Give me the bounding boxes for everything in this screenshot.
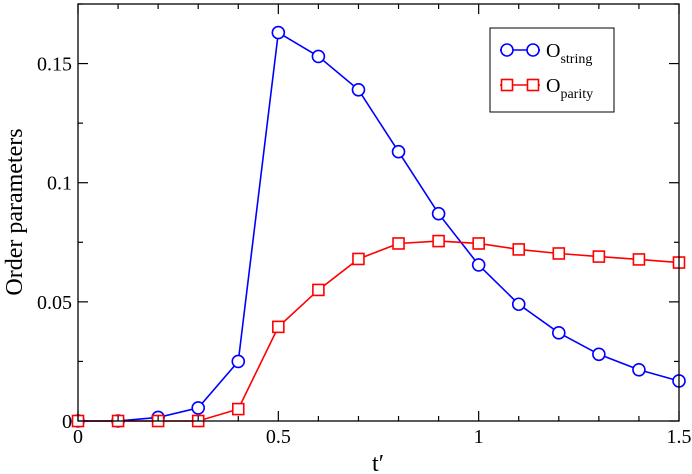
legend-box <box>489 27 615 113</box>
legend-label-main: O <box>546 40 560 62</box>
legend-label-main: O <box>546 75 560 97</box>
data-point-string <box>191 401 205 415</box>
data-point-string <box>311 49 326 64</box>
data-point-string <box>231 354 246 369</box>
data-point-string <box>431 206 446 221</box>
data-point-parity <box>472 237 485 250</box>
data-point-string <box>271 25 286 40</box>
data-point-string <box>351 82 366 97</box>
data-point-string <box>551 326 566 340</box>
y-tick-label: 0.05 <box>37 292 72 314</box>
legend-label-subscript: parity <box>560 87 593 102</box>
y-tick-label: 0.1 <box>47 173 72 195</box>
legend-marker-parity <box>526 78 540 92</box>
legend-label-string: Ostring <box>546 40 592 67</box>
data-point-parity <box>352 252 365 266</box>
data-point-string <box>592 347 606 362</box>
plot-layer <box>71 25 686 428</box>
data-point-parity <box>552 247 566 260</box>
legend-label-parity: Oparity <box>546 75 593 102</box>
plot-frame <box>77 3 680 422</box>
data-point-parity <box>632 253 646 266</box>
x-tick-label: 1 <box>474 426 484 448</box>
ticks-layer: 0 0.5 1 1.5 0 0.05 0.1 0.15 <box>37 3 692 448</box>
data-point-parity <box>231 402 245 416</box>
data-point-string <box>511 297 526 312</box>
x-tick-label: 0.5 <box>266 426 291 448</box>
data-point-parity <box>592 250 606 263</box>
data-point-string <box>471 258 486 272</box>
x-tick-label: 0 <box>73 426 83 448</box>
data-point-string <box>632 362 646 377</box>
legend-label-subscript: string <box>560 52 592 67</box>
y-axis-label: Order parameters <box>2 128 28 295</box>
data-point-parity <box>312 283 325 297</box>
data-point-parity <box>512 243 526 256</box>
data-point-string <box>391 144 406 159</box>
x-tick-label: 1.5 <box>667 426 692 448</box>
data-point-parity <box>432 234 445 248</box>
data-point-parity <box>272 320 285 334</box>
data-point-parity <box>392 237 405 250</box>
legend-marker-parity <box>500 78 514 92</box>
x-axis-label: t′ <box>372 451 384 474</box>
legend-marker-string <box>500 43 514 57</box>
series-line-string <box>78 31 680 422</box>
series-line-parity <box>78 240 680 422</box>
y-tick-label: 0.15 <box>37 54 72 76</box>
y-tick-label: 0 <box>62 411 72 433</box>
legend-marker-string <box>526 43 540 57</box>
